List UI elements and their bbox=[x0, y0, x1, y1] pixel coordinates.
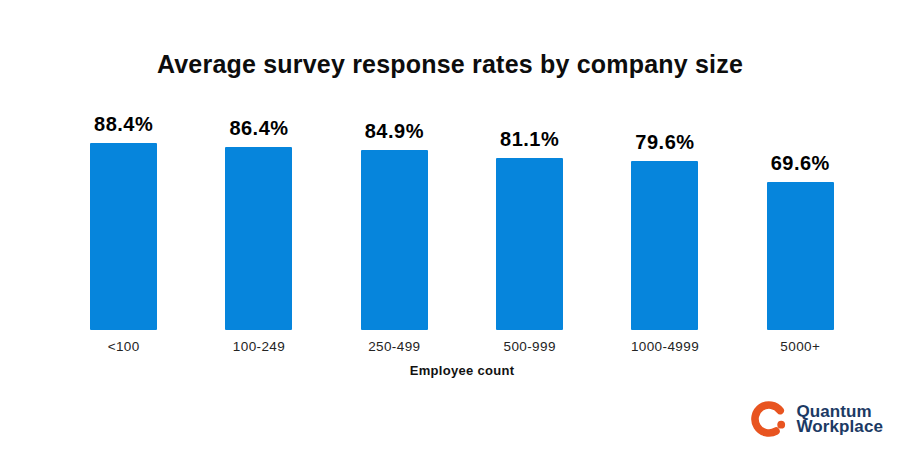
x-tick-label: 1000-4999 bbox=[631, 339, 699, 354]
chart-page: Average survey response rates by company… bbox=[0, 0, 900, 450]
bar bbox=[496, 158, 563, 330]
bar bbox=[361, 150, 428, 330]
bar-stack: 86.4% bbox=[225, 110, 292, 330]
bar-column: 81.1% 500-999 bbox=[462, 110, 597, 354]
logo-line-2: Workplace bbox=[796, 419, 883, 435]
quantum-workplace-logo: Quantum Workplace bbox=[750, 397, 883, 441]
bar bbox=[225, 147, 292, 330]
bar-column: 86.4% 100-249 bbox=[191, 110, 326, 354]
x-tick-label: 250-499 bbox=[368, 339, 420, 354]
x-tick-label: <100 bbox=[108, 339, 140, 354]
bar-value-label: 81.1% bbox=[500, 128, 559, 151]
bar-column: 79.6% 1000-4999 bbox=[597, 110, 732, 354]
bar-column: 69.6% 5000+ bbox=[733, 110, 868, 354]
bar-stack: 88.4% bbox=[90, 110, 157, 330]
bar-stack: 84.9% bbox=[361, 110, 428, 330]
x-tick-label: 5000+ bbox=[780, 339, 820, 354]
logo-wordmark: Quantum Workplace bbox=[796, 404, 883, 435]
bar-value-label: 88.4% bbox=[94, 113, 153, 136]
x-axis-label: Employee count bbox=[56, 363, 868, 378]
bar-value-label: 84.9% bbox=[365, 120, 424, 143]
x-tick-label: 100-249 bbox=[233, 339, 285, 354]
quantum-q-icon bbox=[750, 397, 790, 441]
bar bbox=[767, 182, 834, 330]
bar-value-label: 79.6% bbox=[635, 131, 694, 154]
chart-title: Average survey response rates by company… bbox=[0, 50, 900, 79]
bar-column: 88.4% <100 bbox=[56, 110, 191, 354]
bar bbox=[631, 161, 698, 330]
x-tick-label: 500-999 bbox=[503, 339, 555, 354]
bar-value-label: 86.4% bbox=[229, 117, 288, 140]
bar-chart: 88.4% <100 86.4% 100-249 84.9% 250-499 81.1% 50… bbox=[56, 110, 868, 354]
bar-stack: 81.1% bbox=[496, 110, 563, 330]
bar-column: 84.9% 250-499 bbox=[327, 110, 462, 354]
bar-stack: 69.6% bbox=[767, 110, 834, 330]
bar-value-label: 69.6% bbox=[771, 152, 830, 175]
bar-stack: 79.6% bbox=[631, 110, 698, 330]
bar bbox=[90, 143, 157, 330]
